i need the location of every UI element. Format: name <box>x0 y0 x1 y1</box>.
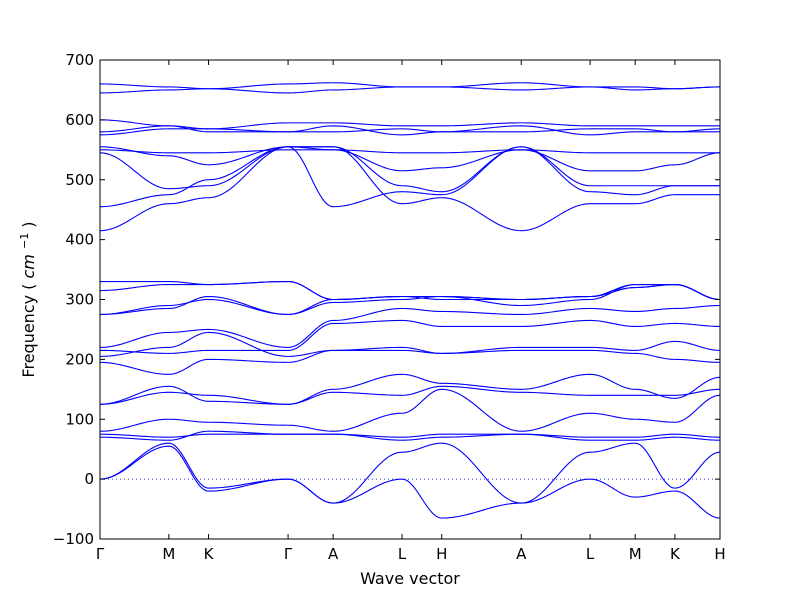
band-line-10 <box>100 319 720 354</box>
x-tick-label: L <box>398 545 407 563</box>
band-line-1 <box>100 445 720 519</box>
band-line-4 <box>100 433 720 438</box>
x-tick-label: M <box>629 545 642 563</box>
x-axis-label: Wave vector <box>360 569 460 588</box>
band-line-3 <box>100 430 720 441</box>
y-tick-label: 600 <box>65 111 94 129</box>
band-line-20 <box>100 146 720 172</box>
x-tick-label: L <box>586 545 595 563</box>
y-axis-label-paren-close: ) <box>19 221 38 227</box>
band-line-11 <box>100 304 720 348</box>
y-tick-label: 300 <box>65 291 94 309</box>
band-line-23 <box>100 119 720 133</box>
band-line-2 <box>100 442 720 504</box>
plot-area <box>100 82 720 519</box>
band-line-9 <box>100 331 720 357</box>
band-line-22 <box>100 122 720 133</box>
band-line-7 <box>100 373 720 405</box>
x-tick-label: K <box>670 545 681 563</box>
x-tick-label: Γ <box>284 545 293 563</box>
y-axis: −100 0 100 200 300 400 500 600 700 <box>53 51 720 548</box>
x-tick-label: M <box>162 545 175 563</box>
band-line-19 <box>100 149 720 154</box>
y-axis-label: Frequency ( cm −1 ) <box>13 221 38 377</box>
band-line-18 <box>100 146 720 193</box>
x-tick-label: A <box>516 545 527 563</box>
x-tick-label: H <box>714 545 725 563</box>
band-line-8 <box>100 349 720 375</box>
y-tick-label: 500 <box>65 171 94 189</box>
band-line-25 <box>100 82 720 90</box>
y-tick-label: 0 <box>84 470 94 488</box>
y-tick-label: 100 <box>65 410 94 428</box>
band-line-16 <box>100 146 720 232</box>
band-line-15 <box>100 280 720 301</box>
band-line-17 <box>100 146 720 208</box>
y-axis-label-paren-open: ( <box>19 284 38 290</box>
band-line-13 <box>100 283 720 316</box>
x-tick-label: A <box>328 545 339 563</box>
y-axis-label-unit: cm <box>19 254 38 278</box>
x-tick-label: Γ <box>96 545 105 563</box>
band-line-5 <box>100 388 720 432</box>
x-tick-label: K <box>204 545 215 563</box>
y-tick-label: 200 <box>65 350 94 368</box>
y-tick-label: 400 <box>65 231 94 249</box>
band-line-6 <box>100 385 720 405</box>
y-tick-label: 700 <box>65 51 94 69</box>
y-axis-label-unit-exponent: −1 <box>18 233 31 249</box>
y-axis-label-text: Frequency <box>19 295 38 378</box>
y-tick-label: −100 <box>53 530 94 548</box>
x-tick-label: H <box>436 545 447 563</box>
